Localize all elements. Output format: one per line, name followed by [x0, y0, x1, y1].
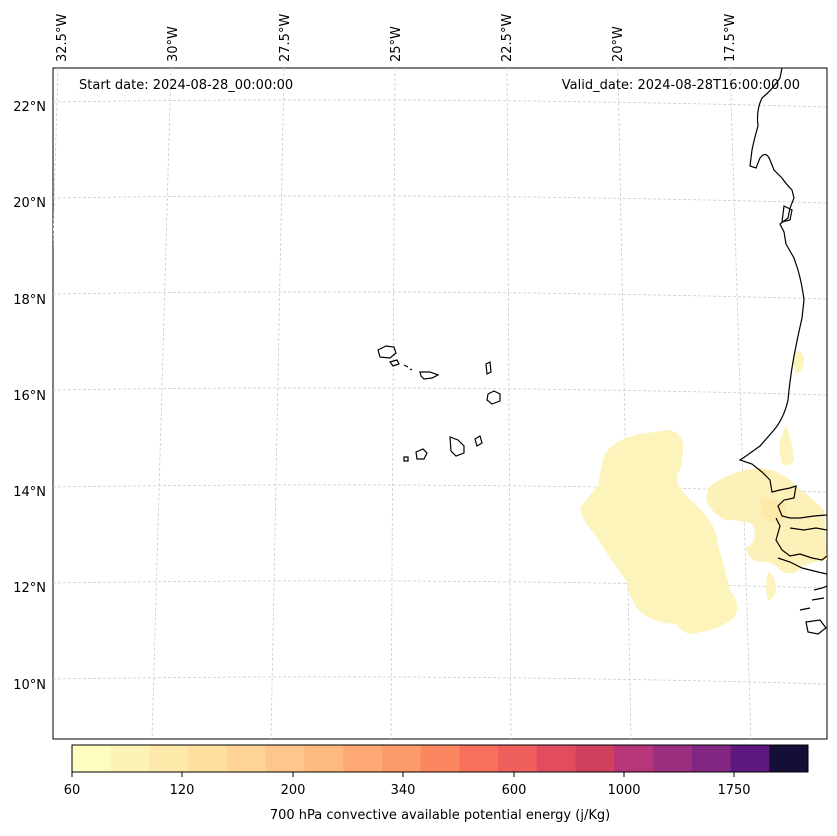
island-brava	[403, 456, 409, 462]
colorbar-cell	[381, 745, 422, 772]
island-sao-vicente	[388, 359, 400, 367]
colorbar-label: 700 hPa convective available potential e…	[269, 808, 611, 823]
colorbar-cell	[536, 745, 577, 772]
colorbar-frame	[71, 744, 809, 773]
colorbar-tick-label: 60	[64, 783, 81, 798]
gridline-lat-20	[53, 195, 827, 204]
gridline-lon-22.5	[506, 68, 512, 739]
colorbar-tick-label: 1750	[717, 783, 750, 798]
lon-label: 27.5°W	[278, 14, 293, 62]
lon-label: 25°W	[389, 26, 404, 62]
lat-label: 12°N	[13, 581, 46, 596]
island-fogo	[415, 448, 428, 460]
gridline-lon-20	[617, 68, 632, 739]
island-santiago	[449, 436, 465, 457]
guinea-bissau-coast	[777, 557, 827, 575]
colorbar-cell	[459, 745, 499, 772]
colorbar-tick-label: 600	[502, 783, 527, 798]
longitude-gridlines	[53, 68, 752, 739]
colorbar	[72, 745, 809, 772]
bissagos-islands	[799, 585, 827, 635]
latitude-gridlines	[53, 99, 827, 685]
island-santa-luzia	[403, 364, 413, 371]
lat-label: 16°N	[13, 389, 46, 404]
colorbar-cell	[730, 745, 770, 772]
colorbar-cell	[304, 745, 344, 772]
gambia-coast	[775, 517, 827, 561]
cape-region-east	[706, 468, 827, 574]
lat-label: 20°N	[13, 196, 46, 211]
lat-label: 22°N	[13, 100, 46, 115]
colorbar-cell	[188, 745, 228, 772]
gridline-lon-25	[390, 68, 396, 739]
lon-label: 30°W	[166, 26, 181, 62]
lat-label: 14°N	[13, 485, 46, 500]
colorbar-cell	[498, 745, 538, 772]
latitude-labels: 22°N 20°N 18°N 16°N 14°N 12°N 10°N	[13, 100, 46, 693]
gridline-lat-22	[53, 99, 827, 108]
gridline-lon-17.5	[729, 68, 752, 739]
colorbar-cell	[226, 745, 267, 772]
colorbar-tick-label: 120	[170, 783, 195, 798]
island-maio	[474, 435, 483, 447]
colorbar-cell	[149, 745, 189, 772]
colorbar-cell	[72, 745, 112, 772]
start-date-label: Start date: 2024-08-28_00:00:00	[79, 78, 294, 93]
gridline-lat-16	[53, 387, 827, 396]
colorbar-ticks	[71, 772, 735, 777]
colorbar-cell	[110, 745, 150, 772]
colorbar-cell	[343, 745, 383, 772]
island-santo-antao	[377, 345, 397, 359]
lon-label: 20°W	[611, 26, 626, 62]
gridline-lat-18	[53, 291, 827, 300]
colorbar-cell	[653, 745, 693, 772]
longitude-labels: 32.5°W 30°W 27.5°W 25°W 22.5°W 20°W 17.5…	[55, 14, 738, 62]
coast-detail-a	[781, 205, 793, 223]
gridline-lon-32.5	[53, 68, 59, 250]
colorbar-cell	[265, 745, 305, 772]
colorbar-tick-label: 340	[391, 783, 416, 798]
colorbar-cell	[691, 745, 732, 772]
lat-label: 18°N	[13, 293, 46, 308]
colorbar-cell	[769, 745, 809, 772]
cape-field	[580, 351, 827, 634]
gridline-lon-30	[151, 68, 172, 739]
colorbar-tick-label: 1000	[607, 783, 640, 798]
gridline-lat-14	[53, 484, 827, 493]
island-sal	[485, 361, 492, 375]
lat-label: 10°N	[13, 678, 46, 693]
island-boa-vista	[486, 390, 501, 405]
map-frame	[52, 67, 828, 740]
gridline-lat-12	[53, 580, 827, 589]
lon-label: 17.5°W	[723, 14, 738, 62]
island-sao-nicolau	[419, 371, 440, 380]
colorbar-tick-labels: 60 120 200 340 600 1000 1750	[64, 783, 751, 798]
colorbar-cell	[575, 745, 615, 772]
cape-region-west	[580, 430, 738, 634]
cape-strip	[779, 425, 794, 466]
colorbar-tick-label: 200	[281, 783, 306, 798]
african-coastline	[738, 68, 827, 519]
cape-spot	[793, 351, 804, 374]
cape-spot-south	[766, 572, 776, 600]
coastlines	[377, 68, 827, 635]
colorbar-cell	[614, 745, 654, 772]
river-inlet	[789, 527, 827, 531]
gridline-lat-10	[53, 676, 827, 685]
gridline-lon-27.5	[270, 68, 285, 739]
lon-label: 22.5°W	[500, 14, 515, 62]
lon-label: 32.5°W	[55, 14, 70, 62]
valid-date-label: Valid_date: 2024-08-28T16:00:00.00	[561, 78, 800, 93]
colorbar-cell	[420, 745, 460, 772]
